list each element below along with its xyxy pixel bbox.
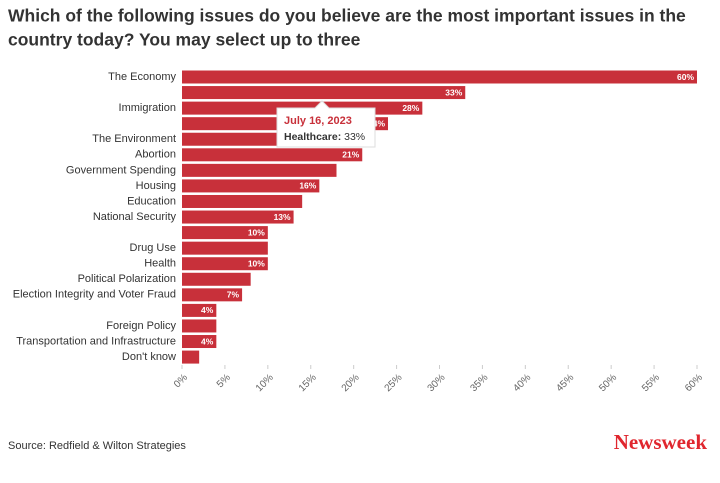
bar [182, 257, 268, 271]
bar [182, 272, 251, 286]
bar [182, 179, 320, 193]
x-tick-label: 50% [597, 372, 619, 394]
x-tick-label: 55% [640, 372, 662, 394]
x-tick-label: 5% [215, 372, 233, 390]
tooltip-box [276, 100, 376, 148]
category-label: The Environment [92, 133, 176, 145]
bar [182, 319, 217, 333]
category-label: National Security [93, 211, 177, 223]
x-tick-label: 15% [297, 372, 319, 394]
category-label: Health [144, 258, 176, 270]
bar [182, 288, 243, 302]
x-tick-label: 10% [254, 372, 276, 394]
bar [182, 303, 217, 317]
x-tick-label: 0% [172, 372, 190, 390]
category-label: Transportation and Infrastructure [16, 335, 176, 347]
chart-title: country today? You may select up to thre… [8, 30, 361, 50]
value-label: 21% [342, 150, 359, 160]
bar [182, 226, 268, 240]
bar [182, 148, 363, 162]
tooltip-body: Healthcare: 33% [284, 131, 365, 143]
x-tick-label: 45% [554, 372, 576, 394]
value-label: 10% [248, 258, 265, 268]
tooltip: July 16, 2023 Healthcare: 33% [276, 100, 376, 148]
bar [182, 163, 337, 177]
x-tick-label: 60% [683, 372, 705, 394]
x-tick-label: 20% [340, 372, 362, 394]
source: Source: Redfield & Wilton Strategies [8, 440, 186, 452]
value-label: 16% [299, 181, 316, 191]
x-tick-label: 30% [426, 372, 448, 394]
bar [182, 70, 697, 84]
chart-title: Which of the following issues do you bel… [8, 6, 686, 26]
x-tick-label: 25% [383, 372, 405, 394]
bar [182, 241, 268, 255]
tooltip-value: 33% [344, 131, 365, 143]
bar [182, 210, 294, 224]
category-label: Foreign Policy [106, 320, 176, 332]
category-label: Housing [136, 180, 176, 192]
category-label: The Economy [108, 71, 176, 83]
x-tick-label: 40% [511, 372, 533, 394]
category-label: Abortion [135, 149, 176, 161]
category-label: Immigration [119, 102, 176, 114]
bar [182, 350, 200, 364]
value-label: 10% [248, 227, 265, 237]
value-label: 4% [201, 305, 214, 315]
value-label: 28% [402, 103, 419, 113]
category-label: Government Spending [66, 164, 176, 176]
tooltip-title: July 16, 2023 [284, 115, 352, 127]
bar [182, 335, 217, 349]
category-label: Election Integrity and Voter Fraud [13, 289, 176, 301]
value-label: 7% [227, 290, 240, 300]
value-label: 24% [368, 118, 385, 128]
value-label: 33% [445, 87, 462, 97]
brand-logo: Newsweek [614, 430, 708, 454]
bar [182, 194, 303, 208]
category-label: Political Polarization [78, 273, 176, 285]
category-label: Education [127, 195, 176, 207]
category-label: Don't know [122, 351, 176, 363]
value-label: 4% [201, 336, 214, 346]
bar [182, 86, 466, 100]
category-label: Drug Use [130, 242, 176, 254]
value-label: 13% [274, 212, 291, 222]
value-label: 60% [677, 72, 694, 82]
x-tick-label: 35% [468, 372, 490, 394]
tooltip-series: Healthcare: [284, 131, 341, 143]
